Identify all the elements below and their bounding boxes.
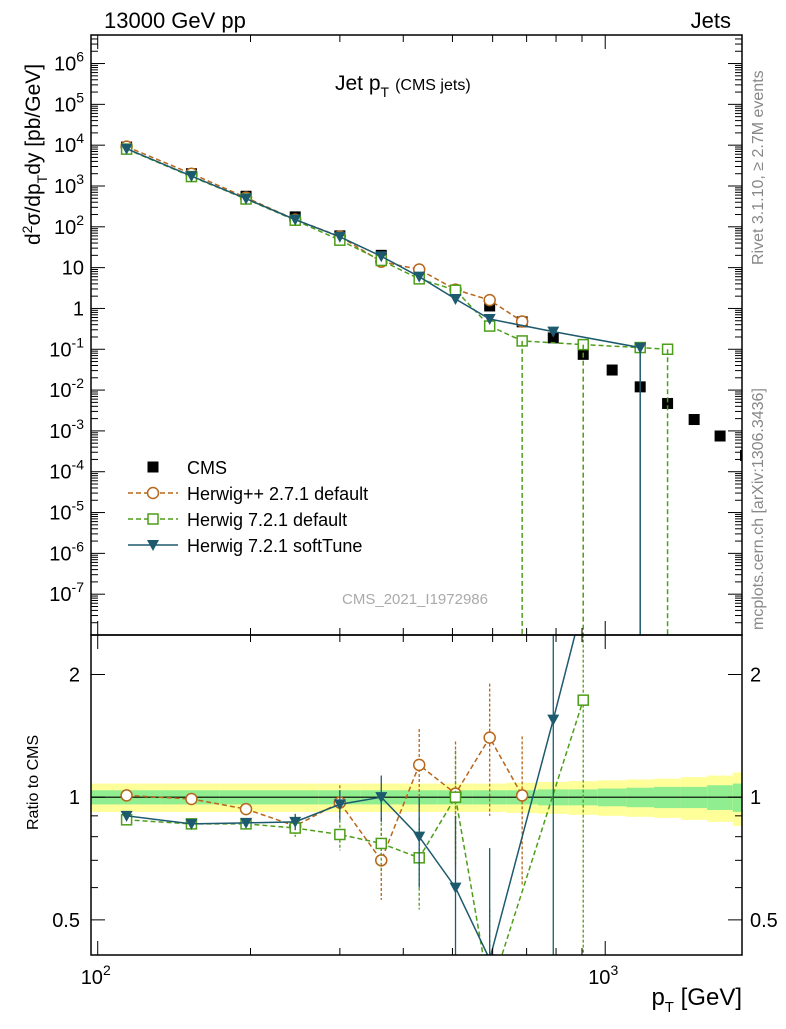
data-point-h7def: [449, 284, 462, 296]
series-line-h7def: [126, 148, 668, 351]
side-label-mcplots: mcplots.cern.ch [arXiv:1306.3436]: [750, 388, 767, 630]
ratio-y-tick-label-right: 1: [750, 787, 761, 809]
ratio-point-h7def: [449, 791, 462, 803]
x-tick-label: 103: [588, 962, 618, 989]
side-label-rivet: Rivet 3.1.10, ≥ 2.7M events: [750, 70, 767, 265]
main-y-tick-label: 10-4: [49, 457, 84, 484]
ratio-panel: 102 103 0.5 0.5 1 1 2 2 Ratio to CMS pT [GeV]: [25, 634, 783, 1016]
main-y-tick-label: 106: [54, 49, 84, 76]
analysis-id-label: CMS_2021_I1972986: [342, 591, 488, 608]
legend-marker: [147, 513, 159, 525]
band-outer: [758, 768, 783, 832]
data-point-cms: [662, 397, 674, 409]
main-y-tick-label: 10-1: [49, 334, 84, 361]
x-axis-label: pT [GeV]: [651, 984, 742, 1016]
ratio-point-h7soft: [449, 882, 462, 894]
band-inner: [758, 782, 783, 814]
ratio-y-tick-label-left: 1: [69, 787, 80, 809]
legend: CMS Herwig++ 2.7.1 default Herwig 7.2.1 de…: [128, 458, 368, 556]
ratio-y-tick-label-right: 0.5: [750, 910, 778, 932]
ratio-point-h7soft: [333, 799, 346, 811]
main-y-tick-label: 10-2: [49, 375, 84, 402]
ratio-line-h7def: [126, 699, 584, 955]
ratio-point-h7soft: [375, 792, 388, 804]
main-y-tick-label: 104: [54, 130, 84, 157]
header-energy-label: 13000 GeV pp: [104, 8, 246, 33]
legend-marker: [147, 540, 159, 551]
ratio-panel-frame: [90, 634, 743, 956]
ratio-point-hpp: [483, 731, 496, 744]
main-y-tick-label: 102: [54, 212, 84, 239]
data-point-h7soft: [375, 251, 388, 263]
legend-label: Herwig 7.2.1 default: [187, 510, 347, 530]
data-point-h7soft: [483, 314, 496, 326]
data-point-h7soft: [333, 231, 346, 243]
ratio-point-h7def: [375, 837, 388, 850]
ratio-point-h7soft: [483, 954, 496, 955]
legend-marker: [146, 486, 160, 500]
data-point-h7soft: [185, 171, 198, 183]
data-point-h7soft: [289, 214, 302, 226]
ratio-line-h7soft: [126, 635, 576, 955]
main-y-tick-label: 1: [73, 298, 84, 320]
data-point-h7soft: [449, 294, 462, 306]
x-tick-label: 102: [81, 962, 111, 989]
ratio-point-hpp: [185, 792, 198, 806]
main-y-tick-label: 105: [54, 89, 84, 116]
ratio-point-h7soft: [240, 817, 253, 829]
main-y-axis-label: d2σ/dpTdy [pb/GeV]: [19, 64, 50, 245]
ratio-point-h7soft: [120, 810, 133, 822]
chart-title: Jet pT (CMS jets): [335, 72, 471, 100]
ratio-point-hpp: [515, 789, 529, 802]
main-y-tick-label: 10-6: [49, 538, 84, 565]
data-point-hpp: [483, 293, 496, 307]
data-point-cms: [547, 332, 559, 344]
data-point-h7soft: [120, 143, 133, 155]
chart-title-sub: T: [381, 84, 390, 100]
ratio-y-tick-label-right: 2: [750, 664, 761, 686]
ratio-point-h7soft: [185, 818, 198, 830]
data-point-h7soft: [547, 326, 560, 338]
ratio-y-tick-label-left: 2: [69, 664, 80, 686]
ratio-point-h7def: [334, 828, 346, 841]
main-panel: 10610510410310210110-110-210-310-410-510…: [19, 34, 743, 636]
main-y-tick-label: 10: [62, 258, 84, 280]
ratio-point-hpp: [412, 758, 426, 772]
data-point-cms: [714, 430, 726, 442]
data-point-h7soft: [413, 271, 426, 283]
ratio-point-h7def: [485, 988, 495, 998]
data-point-h7soft: [240, 193, 253, 205]
main-y-tick-label: 10-7: [49, 579, 84, 606]
legend-marker: [147, 461, 159, 473]
series-line-hpp: [126, 145, 523, 323]
ratio-line-hpp: [126, 736, 523, 862]
ratio-y-axis-label: Ratio to CMS: [25, 735, 42, 830]
ratio-point-h7def: [577, 694, 589, 706]
data-point-cms: [740, 449, 742, 461]
data-point-cms: [606, 364, 618, 376]
legend-label: Herwig 7.2.1 softTune: [187, 536, 362, 556]
main-y-tick-label: 10-3: [49, 416, 84, 443]
header-category-label: Jets: [691, 8, 731, 33]
main-y-tick-label: 10-5: [49, 498, 84, 525]
chart-title-extra: (CMS jets): [395, 77, 471, 94]
ratio-point-h7soft: [413, 831, 426, 843]
ratio-point-h7soft: [289, 816, 302, 828]
chart-title-main: Jet p: [335, 72, 381, 95]
data-point-cms: [688, 414, 700, 426]
ratio-point-h7soft: [547, 714, 560, 726]
legend-label: Herwig++ 2.7.1 default: [187, 484, 368, 504]
ratio-y-tick-label-left: 0.5: [52, 910, 80, 932]
ratio-point-hpp: [239, 802, 253, 816]
main-y-tick-label: 103: [54, 171, 84, 198]
ratio-point-hpp: [120, 789, 133, 802]
legend-label: CMS: [187, 458, 227, 478]
